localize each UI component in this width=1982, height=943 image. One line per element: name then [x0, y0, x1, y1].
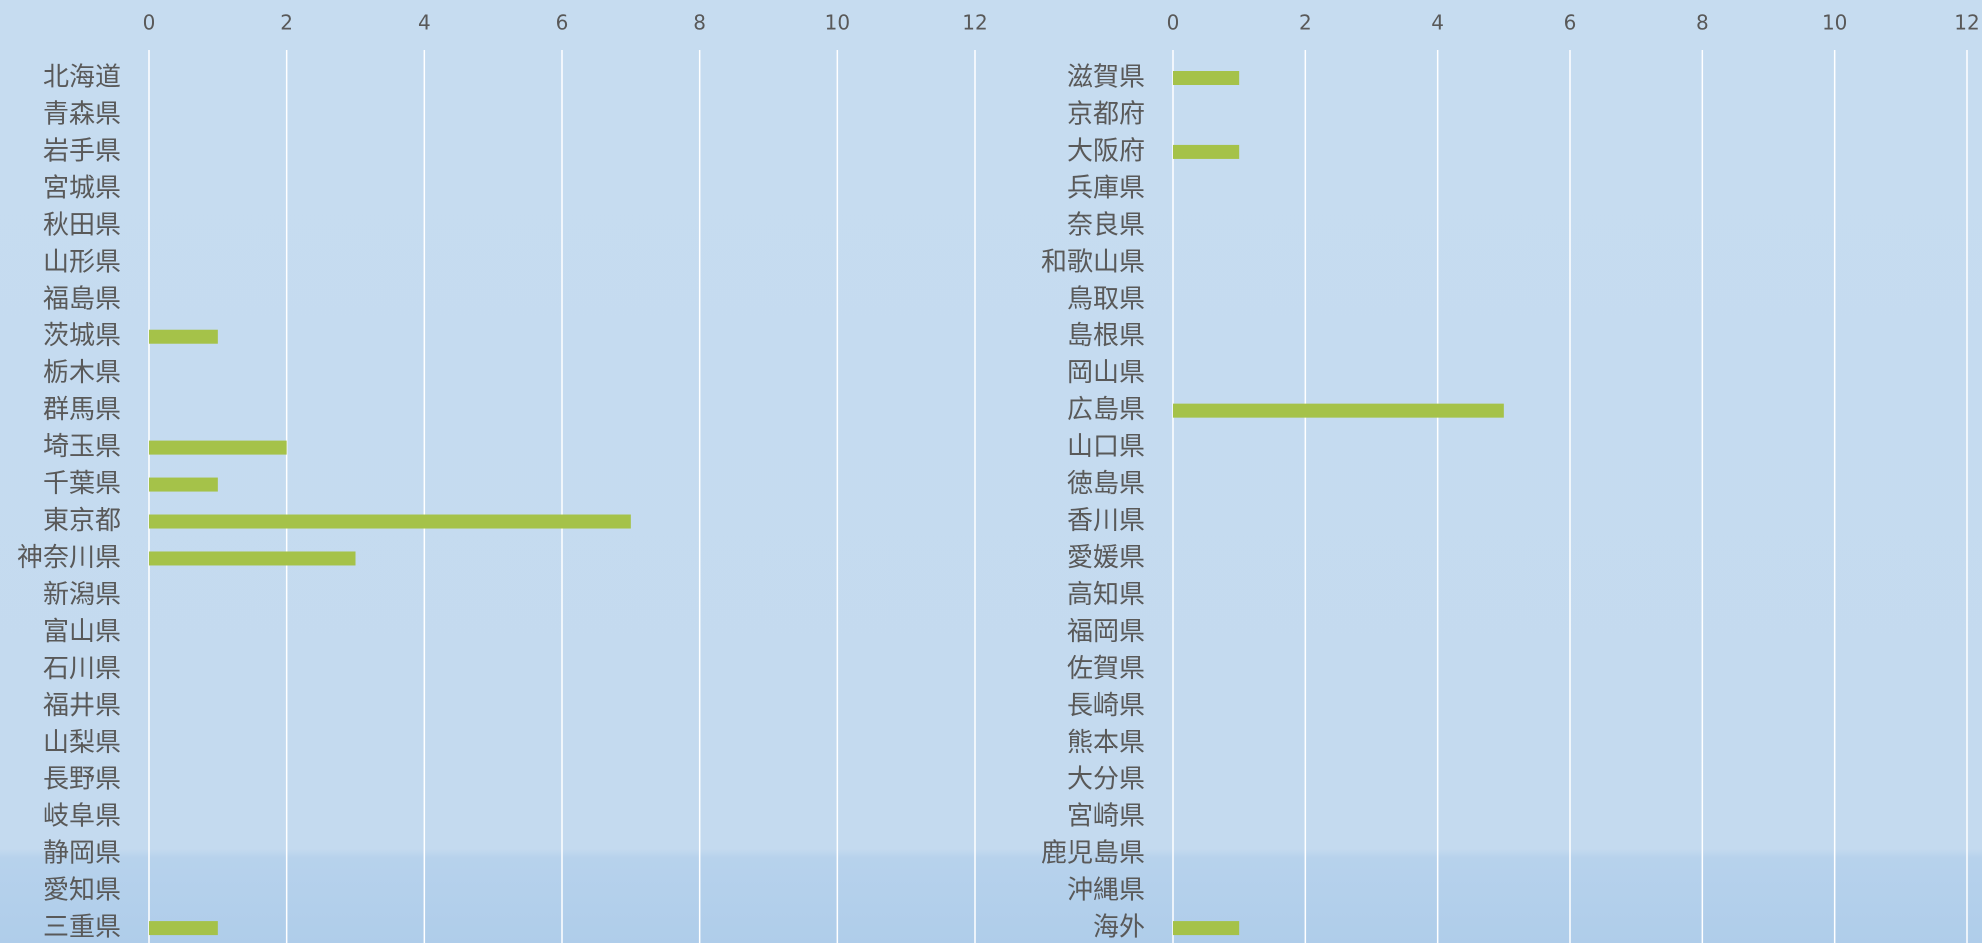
- bar: [149, 921, 218, 936]
- category-label: 京都府: [1067, 99, 1145, 129]
- category-label: 福井県: [43, 691, 121, 721]
- category-label: 広島県: [1067, 395, 1145, 425]
- category-label: 香川県: [1067, 506, 1145, 536]
- x-tick-label: 12: [1954, 11, 1979, 35]
- category-label: 沖縄県: [1067, 876, 1145, 906]
- category-label: 山梨県: [43, 728, 121, 758]
- category-label: 鳥取県: [1067, 284, 1145, 314]
- category-label: 熊本県: [1067, 728, 1145, 758]
- category-label: 新潟県: [43, 580, 121, 610]
- category-label: 山口県: [1067, 432, 1145, 462]
- x-tick-label: 8: [1696, 11, 1709, 35]
- category-label: 徳島県: [1067, 469, 1145, 499]
- category-label: 岡山県: [1067, 358, 1145, 388]
- x-tick-label: 0: [1167, 11, 1180, 35]
- category-label: 茨城県: [43, 321, 121, 351]
- x-tick-label: 10: [825, 11, 850, 35]
- category-label: 富山県: [43, 617, 121, 647]
- category-label: 福島県: [43, 284, 121, 314]
- category-label: 滋賀県: [1067, 63, 1145, 93]
- x-tick-label: 6: [556, 11, 569, 35]
- x-tick-label: 12: [962, 11, 987, 35]
- category-label: 山形県: [43, 247, 121, 277]
- category-label: 宮城県: [43, 173, 121, 203]
- x-tick-label: 4: [418, 11, 431, 35]
- category-label: 栃木県: [43, 358, 121, 388]
- x-tick-label: 4: [1431, 11, 1444, 35]
- bar: [1173, 921, 1240, 936]
- category-label: 群馬県: [43, 395, 121, 425]
- category-label: 石川県: [43, 654, 121, 684]
- category-label: 千葉県: [43, 469, 121, 499]
- category-label: 海外: [1093, 913, 1145, 943]
- x-tick-label: 2: [280, 11, 293, 35]
- category-label: 長野県: [43, 765, 121, 795]
- category-label: 高知県: [1067, 580, 1145, 610]
- category-label: 大阪府: [1067, 136, 1145, 166]
- category-label: 長崎県: [1067, 691, 1145, 721]
- bar: [149, 440, 287, 455]
- category-label: 岐阜県: [43, 802, 121, 832]
- category-label: 東京都: [43, 506, 121, 536]
- category-label: 奈良県: [1067, 210, 1145, 240]
- category-label: 神奈川県: [17, 543, 121, 573]
- category-label: 岩手県: [43, 136, 121, 166]
- x-tick-label: 2: [1299, 11, 1312, 35]
- category-label: 静岡県: [43, 839, 121, 869]
- bar: [149, 514, 631, 529]
- category-label: 秋田県: [43, 210, 121, 240]
- x-tick-label: 0: [143, 11, 156, 35]
- category-label: 兵庫県: [1067, 173, 1145, 203]
- bar: [149, 477, 218, 492]
- bar: [149, 551, 356, 566]
- category-label: 三重県: [43, 913, 121, 943]
- category-label: 佐賀県: [1067, 654, 1145, 684]
- bar: [1173, 71, 1240, 85]
- x-tick-label: 10: [1822, 11, 1847, 35]
- bar: [1173, 144, 1240, 159]
- category-label: 宮崎県: [1067, 802, 1145, 832]
- category-label: 埼玉県: [43, 432, 121, 462]
- category-label: 大分県: [1067, 765, 1145, 795]
- category-label: 愛知県: [43, 876, 121, 906]
- category-label: 愛媛県: [1067, 543, 1145, 573]
- x-tick-label: 6: [1564, 11, 1577, 35]
- bar: [1173, 403, 1504, 418]
- category-label: 和歌山県: [1041, 247, 1145, 277]
- category-label: 島根県: [1067, 321, 1145, 351]
- category-label: 北海道: [43, 63, 121, 93]
- bar: [149, 329, 218, 344]
- category-label: 鹿児島県: [1041, 839, 1145, 869]
- x-tick-label: 8: [693, 11, 706, 35]
- category-label: 福岡県: [1067, 617, 1145, 647]
- category-label: 青森県: [43, 99, 121, 129]
